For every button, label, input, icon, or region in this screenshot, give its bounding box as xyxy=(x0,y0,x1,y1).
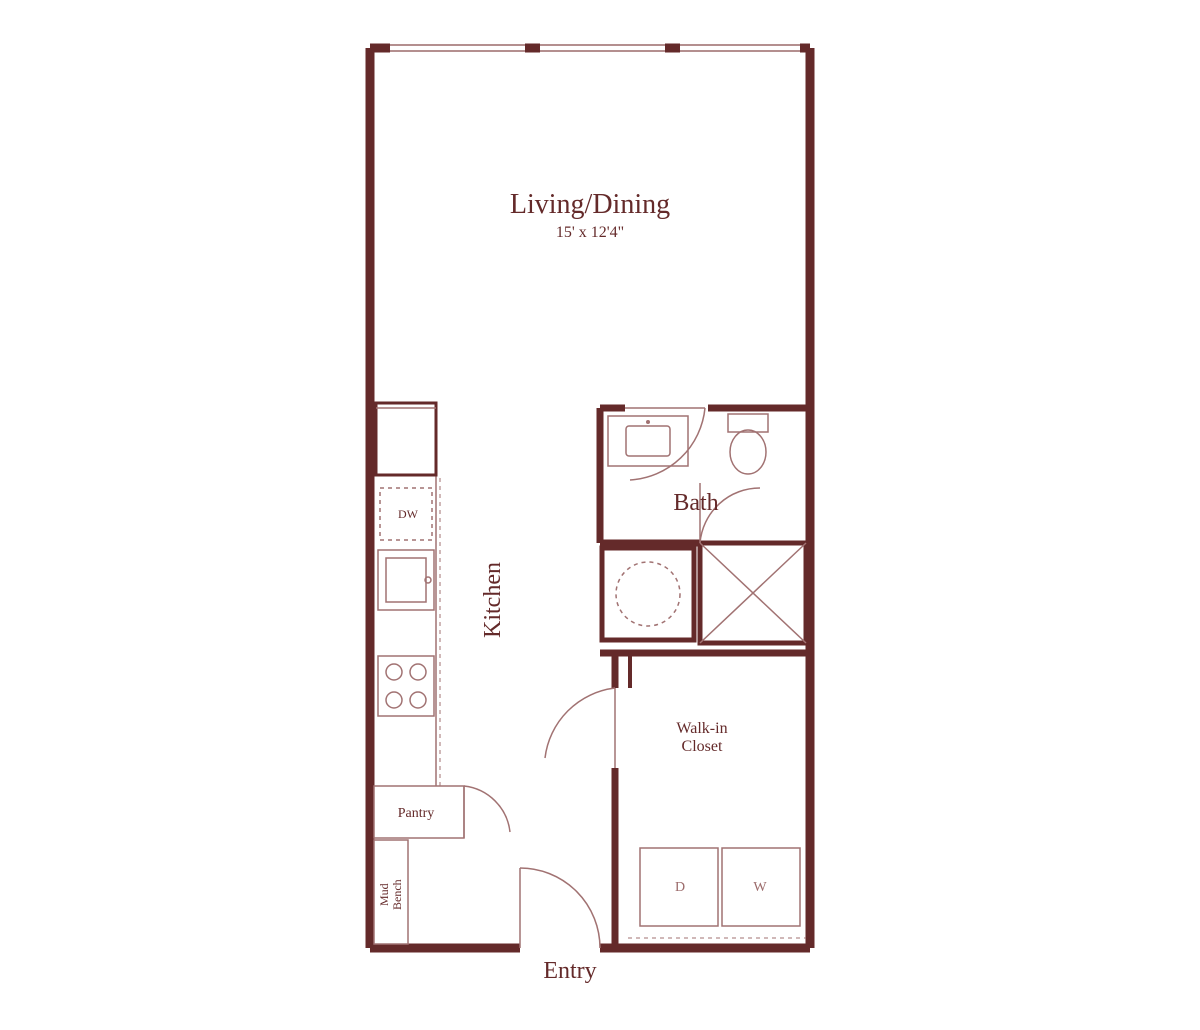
floorplan-svg xyxy=(0,0,1200,1030)
living-dining-dim: 15' x 12'4" xyxy=(470,224,710,242)
entry-label: Entry xyxy=(510,958,630,984)
closet-label: Walk-in Closet xyxy=(632,720,772,755)
dryer-label: D xyxy=(660,880,700,895)
dishwasher-label: DW xyxy=(388,508,428,521)
pantry-label: Pantry xyxy=(376,806,456,821)
kitchen-label: Kitchen xyxy=(480,530,506,670)
washer-label: W xyxy=(740,880,780,895)
living-dining-label: Living/Dining xyxy=(470,190,710,221)
bath-label: Bath xyxy=(636,490,756,516)
floorplan-canvas: Living/Dining 15' x 12'4" Kitchen Bath W… xyxy=(0,0,1200,1030)
mud-bench-label: Mud Bench xyxy=(378,855,404,935)
